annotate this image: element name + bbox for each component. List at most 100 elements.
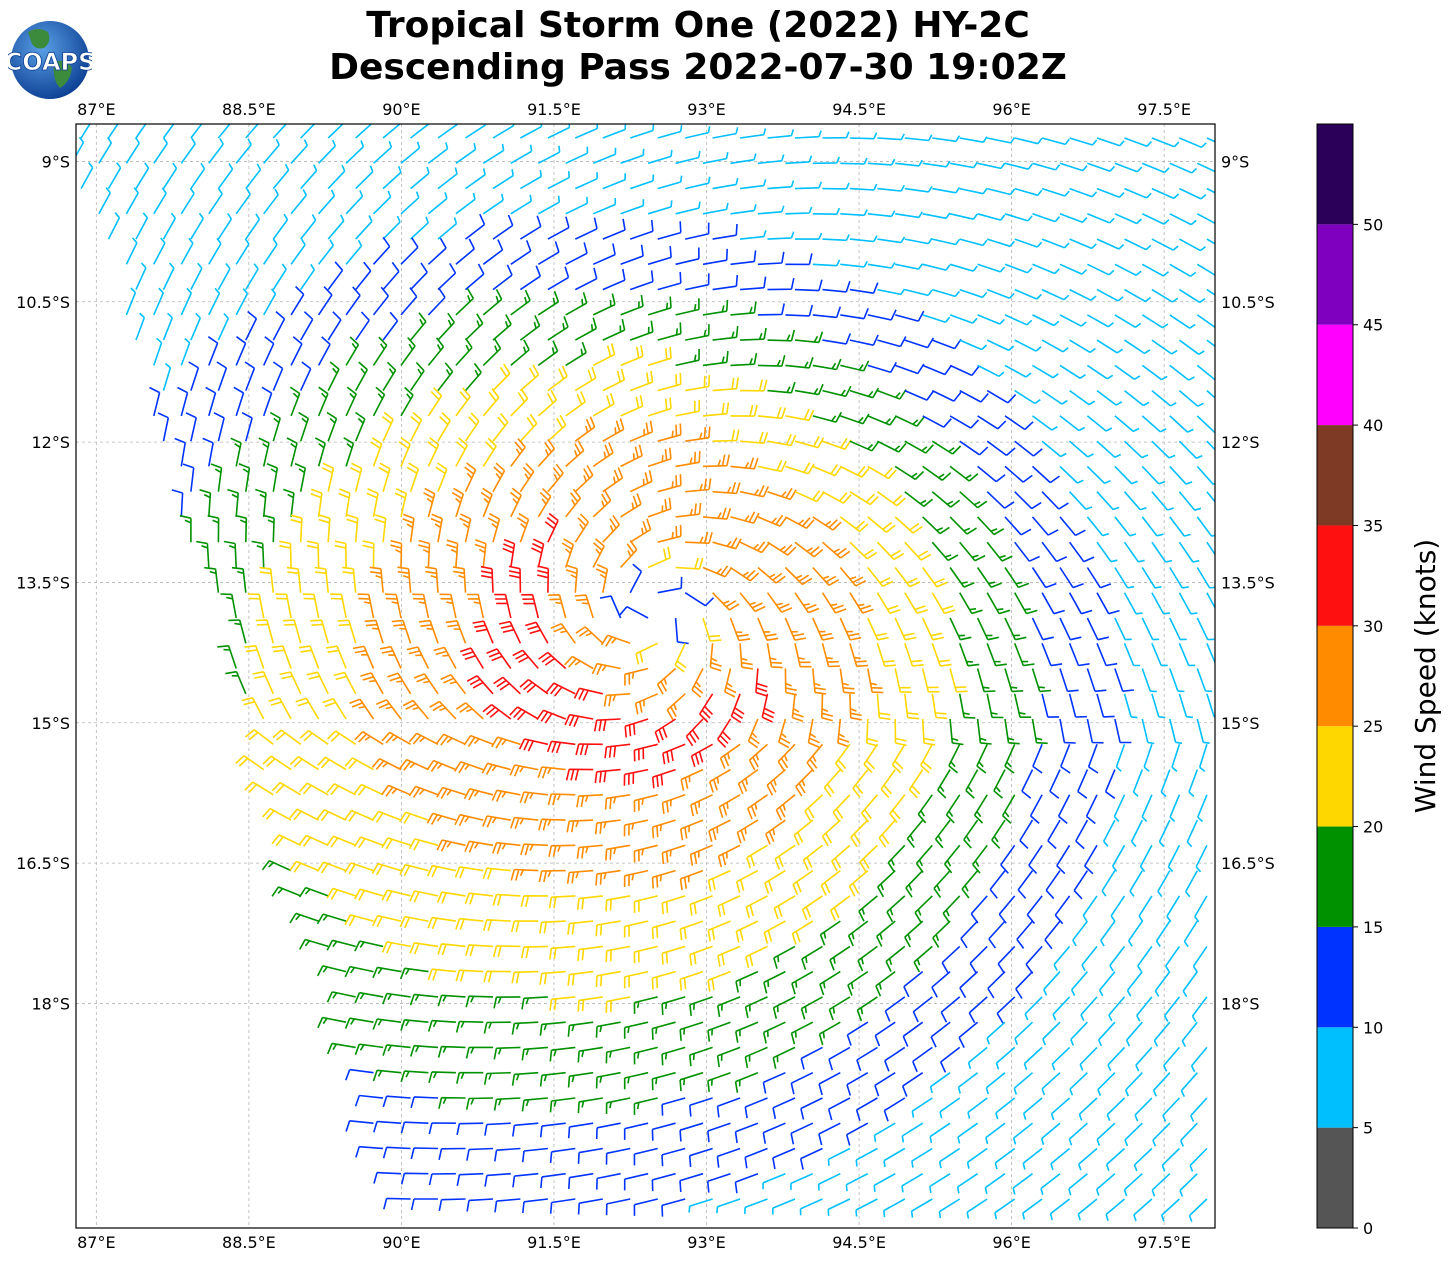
wind-barb	[314, 566, 329, 593]
wind-barb	[762, 1021, 786, 1044]
wind-barb	[600, 634, 631, 647]
wind-barb	[1179, 137, 1207, 149]
wind-barb	[235, 336, 247, 366]
wind-barb	[949, 213, 978, 220]
wind-barb	[272, 124, 288, 139]
wind-barb	[326, 939, 356, 951]
wind-barb	[1044, 920, 1061, 950]
wind-barb	[1114, 415, 1140, 433]
wind-barb	[772, 1046, 796, 1069]
wind-barb	[1169, 567, 1189, 589]
wind-barb	[1087, 314, 1114, 328]
wind-barb	[344, 862, 374, 875]
wind-barb	[929, 1072, 951, 1094]
wind-barb	[466, 593, 485, 619]
wind-barb	[480, 565, 494, 593]
wind-barb	[153, 287, 165, 316]
wind-barb	[932, 288, 961, 298]
wind-barb	[162, 124, 175, 139]
wind-barb	[107, 162, 122, 190]
wind-barb	[647, 149, 673, 165]
wind-barb	[1041, 339, 1069, 353]
wind-barb	[1155, 920, 1171, 947]
wind-barb	[905, 870, 924, 898]
wind-barb	[794, 490, 825, 503]
wind-barb	[1196, 415, 1215, 434]
wind-barb	[730, 566, 760, 582]
wind-barb	[849, 541, 878, 560]
wind-barb	[1004, 213, 1033, 222]
wind-barb	[1068, 1173, 1088, 1196]
wind-barb	[1086, 516, 1110, 537]
wind-barb	[592, 243, 616, 266]
wind-barb	[934, 819, 951, 849]
wind-barb	[271, 834, 302, 847]
wind-barb	[794, 592, 820, 614]
wind-barb	[1206, 187, 1215, 194]
wind-barb	[408, 838, 439, 851]
wind-barb	[1026, 895, 1043, 925]
wind-barb	[372, 336, 388, 366]
wind-barb	[289, 756, 320, 771]
wind-barb	[709, 768, 731, 793]
wind-barb	[383, 1197, 411, 1210]
wind-barb	[717, 996, 741, 1018]
wind-barb	[595, 563, 609, 593]
wind-barb	[344, 965, 374, 978]
wind-barb	[1151, 693, 1166, 719]
wind-barb	[1114, 617, 1132, 641]
wind-barb	[437, 167, 458, 190]
wind-barb	[409, 993, 439, 1006]
wind-barb	[436, 786, 466, 800]
wind-barb	[602, 368, 626, 392]
wind-barb	[736, 819, 759, 844]
wind-barb	[455, 288, 474, 316]
wind-barb	[904, 491, 934, 508]
wind-barb	[799, 1198, 823, 1216]
wind-barb	[474, 539, 487, 568]
wind-barb	[494, 1147, 521, 1162]
wind-barb	[675, 451, 701, 468]
wind-barb	[565, 564, 578, 593]
wind-barb	[1086, 668, 1107, 693]
wind-barb	[1014, 389, 1041, 405]
wind-barb	[565, 440, 585, 467]
wind-barb	[565, 146, 589, 165]
wind-barb	[633, 1147, 658, 1166]
wind-barb	[302, 593, 320, 619]
wind-barb	[867, 668, 884, 694]
wind-barb	[1196, 162, 1215, 173]
wind-barb	[647, 246, 672, 266]
lon-tick-label-bottom: 94.5°E	[832, 1233, 886, 1252]
wind-barb	[1151, 440, 1176, 459]
wind-barb	[275, 593, 292, 619]
wind-barb	[492, 264, 513, 291]
wind-barb	[688, 1147, 713, 1167]
map-axis-ticks: 87°E87°E88.5°E88.5°E90°E90°E91.5°E91.5°E…	[16, 100, 1275, 1252]
wind-barb	[398, 437, 411, 467]
colorbar-bin	[1317, 525, 1353, 626]
wind-barb	[1105, 1198, 1126, 1221]
wind-barb	[651, 1122, 676, 1141]
wind-barb	[230, 437, 242, 467]
wind-barb	[321, 462, 335, 492]
wind-barb	[1014, 491, 1042, 510]
wind-barb	[1152, 1122, 1171, 1147]
wind-barb	[567, 970, 594, 986]
wind-barb	[976, 567, 1002, 589]
wind-barb	[794, 436, 825, 449]
wind-barb	[429, 700, 457, 720]
wind-barb	[381, 941, 411, 954]
wind-barb	[508, 565, 522, 593]
lat-tick-label-right: 16.5°S	[1221, 854, 1275, 873]
wind-barb	[880, 769, 896, 799]
wind-barb	[930, 1021, 951, 1048]
wind-barb	[244, 361, 256, 391]
wind-barb	[344, 914, 374, 927]
wind-barb	[1016, 920, 1034, 949]
wind-barb	[629, 420, 654, 442]
wind-barb	[1004, 415, 1034, 431]
wind-barb	[685, 426, 711, 442]
wind-barb	[1123, 440, 1149, 459]
wind-barb	[680, 768, 704, 791]
